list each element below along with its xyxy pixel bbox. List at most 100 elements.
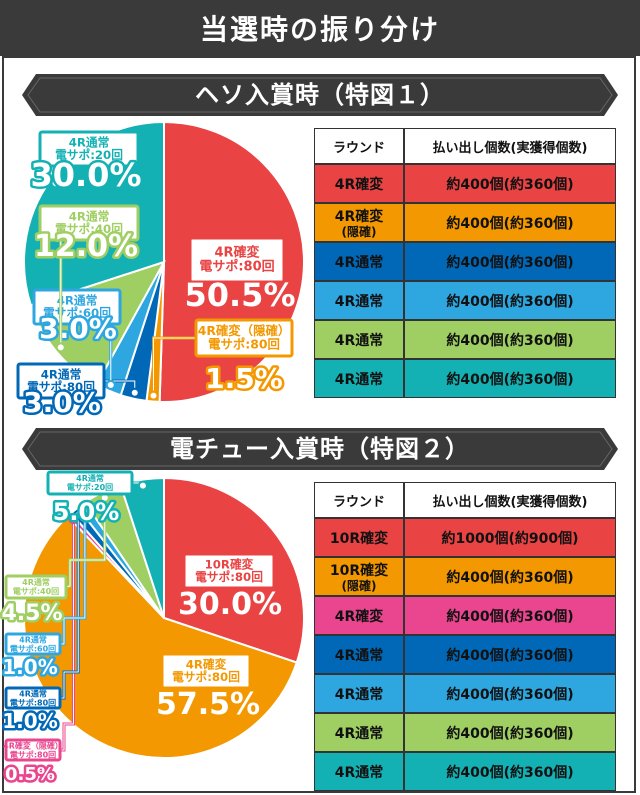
table-row: 4R確変 約400個(約360個): [314, 596, 616, 635]
round-label: 4R確変: [334, 608, 384, 625]
label-percent: 3.0%: [39, 312, 117, 345]
round-sub-label: (隠確): [341, 225, 377, 239]
label-box: [32, 288, 122, 326]
round-cell: 10R確変 (隠確): [314, 557, 404, 596]
payout-cell: 約400個(約360個): [404, 713, 616, 752]
round-sub-label: (隠確): [341, 579, 377, 593]
label-type: 10R確変: [205, 557, 254, 571]
pie-label: 4R確変（隠確）電サポ:80回 0.5%: [3, 514, 79, 788]
label-type: 4R確変: [214, 244, 259, 260]
payout-table-denchu: ラウンド 払い出し個数(実獲得個数) 10R確変 約1000個(約900個) 10R確変…: [314, 482, 616, 791]
label-box: [46, 470, 134, 496]
payout-table-heso: ラウンド 払い出し個数(実獲得個数) 4R確変 約400個(約360個) 4R確変 (隠確…: [314, 128, 616, 398]
banner-shape: [22, 74, 618, 116]
round-label: 4R確変: [334, 209, 384, 225]
round-label: 4R通常: [334, 725, 384, 742]
label-percent: 5.0%: [53, 498, 120, 526]
label-percent: 50.5%: [184, 276, 295, 314]
leader-dot: [55, 342, 66, 353]
table-row: 4R通常 約400個(約360個): [314, 635, 616, 674]
leader-dot: [50, 178, 61, 189]
round-cell: 4R確変: [314, 596, 404, 635]
leader-dot: [105, 379, 116, 390]
table-row: 4R確変 (隠確) 約400個(約360個): [314, 203, 616, 242]
pie-label: 4R確変（隠確）電サポ:80回 1.5%: [148, 318, 294, 401]
leader-line-inner: [65, 497, 106, 588]
label-box: [4, 686, 62, 710]
label-type: 4R通常: [69, 209, 110, 223]
pie-chart-heso: 4R確変電サポ:80回50.5%4R確変（隠確）電サポ:80回1.5%4R通常電…: [16, 120, 305, 422]
payout-cell: 約400個(約360個): [404, 596, 616, 635]
leader-dot: [129, 387, 140, 398]
table-header: ラウンド: [314, 482, 404, 518]
round-label: 4R確変: [334, 176, 384, 193]
round-label: 4R通常: [334, 686, 384, 703]
label-support: 電サポ:80回: [208, 337, 280, 352]
label-type: 4R確変（隠確）: [3, 740, 63, 750]
label-support: 電サポ:80回: [199, 258, 274, 274]
label-percent: 0.5%: [5, 764, 55, 785]
leader-dot: [137, 480, 148, 491]
round-label: 4R通常: [334, 332, 384, 349]
round-cell: 4R通常: [314, 713, 404, 752]
round-label: 4R通常: [334, 647, 384, 664]
label-support: 電サポ:40回: [13, 586, 59, 596]
label-box: [4, 632, 62, 656]
label-support: 電サポ:40回: [55, 222, 123, 236]
round-label: 4R通常: [334, 371, 384, 388]
label-support: 電サポ:60回: [10, 643, 56, 653]
payout-cell: 約400個(約360個): [404, 242, 616, 281]
table-row: 10R確変 (隠確) 約400個(約360個): [314, 557, 616, 596]
label-support: 電サポ:20回: [55, 148, 123, 162]
table-header-row: ラウンド 払い出し個数(実獲得個数): [314, 482, 616, 518]
label-box: [160, 652, 252, 690]
leader-dot: [79, 504, 90, 515]
label-box: [188, 236, 286, 284]
label-type: 4R通常: [22, 577, 50, 587]
round-label: 4R通常: [334, 764, 384, 781]
round-cell: 4R確変 (隠確): [314, 203, 404, 242]
leader-line-inner: [60, 519, 74, 751]
round-cell: 10R確変: [314, 518, 404, 557]
section-banner-denchu: 電チュー入賞時（特図２）: [22, 428, 618, 470]
label-percent: 12.0%: [34, 229, 138, 264]
label-box: [4, 574, 68, 600]
table-header: 払い出し個数(実獲得個数): [404, 482, 616, 518]
label-box: [194, 318, 294, 358]
table-row: 10R確変 約1000個(約900個): [314, 518, 616, 557]
payout-cell: 約400個(約360個): [404, 674, 616, 713]
table-row: 4R通常 約400個(約360個): [314, 674, 616, 713]
round-cell: 4R確変: [314, 164, 404, 203]
label-support: 電サポ:80回: [10, 749, 56, 759]
round-cell: 4R通常: [314, 674, 404, 713]
title-bar: 当選時の振り分け: [0, 0, 640, 56]
table-header: 払い出し個数(実獲得個数): [404, 128, 616, 164]
leader-dot: [73, 510, 84, 521]
payout-cell: 約400個(約360個): [404, 164, 616, 203]
label-type: 4R通常: [76, 473, 104, 483]
label-percent: 57.5%: [156, 687, 260, 722]
label-type: 4R通常: [41, 367, 82, 381]
round-cell: 4R通常: [314, 281, 404, 320]
label-support: 電サポ:20回: [67, 482, 113, 492]
table-row: 4R通常 約400個(約360個): [314, 752, 616, 791]
leader-line-inner: [60, 515, 79, 699]
payout-cell: 約400個(約360個): [404, 359, 616, 398]
label-type: 4R確変（隠確）: [198, 323, 291, 338]
label-box: [182, 552, 276, 590]
round-cell: 4R通常: [314, 320, 404, 359]
label-type: 4R通常: [19, 634, 47, 644]
round-cell: 4R通常: [314, 752, 404, 791]
label-box: [16, 362, 106, 400]
table-row: 4R通常 約400個(約360個): [314, 713, 616, 752]
table-row: 4R通常 約400個(約360個): [314, 242, 616, 281]
label-percent: 30.0%: [30, 156, 141, 194]
table-row: 4R確変 約400個(約360個): [314, 164, 616, 203]
label-support: 電サポ:80回: [195, 570, 263, 584]
page-title: 当選時の振り分け: [199, 13, 440, 46]
label-support: 電サポ:80回: [27, 380, 95, 394]
